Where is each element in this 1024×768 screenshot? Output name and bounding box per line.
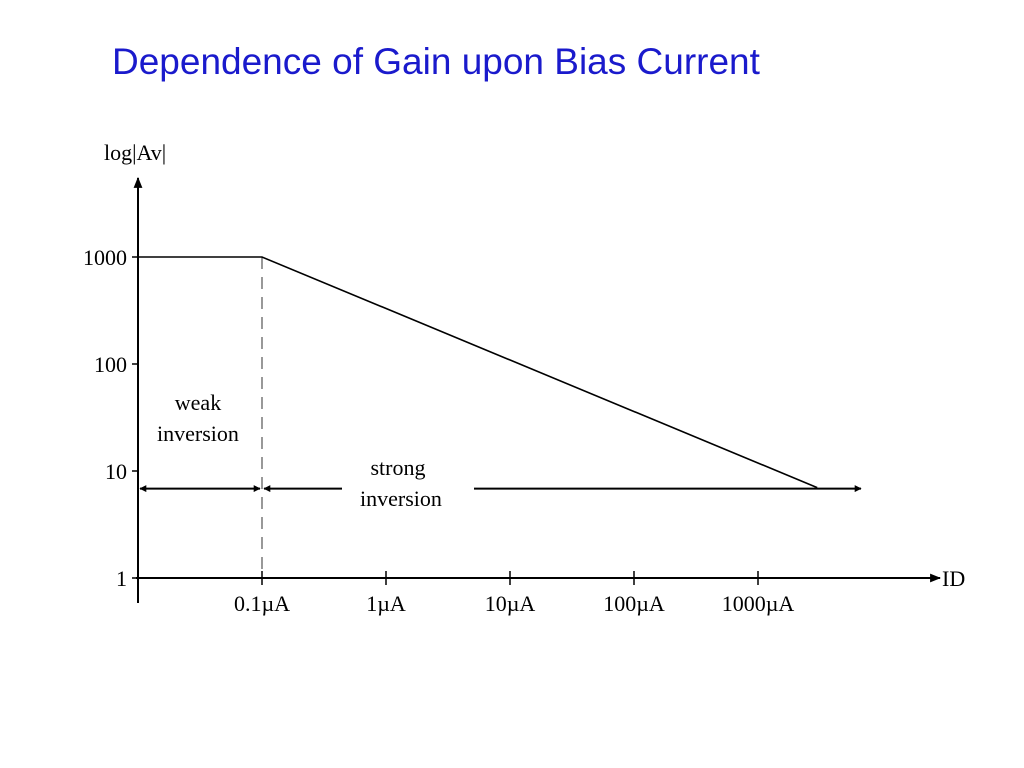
x-tick-label: 10µA: [485, 591, 536, 616]
x-tick-label: 100µA: [603, 591, 665, 616]
x-tick-label: 1µA: [366, 591, 406, 616]
y-axis-label: log|Av|: [104, 140, 166, 165]
strong-region-label-line2: inversion: [360, 486, 442, 511]
slide-title: Dependence of Gain upon Bias Current: [112, 41, 760, 82]
gain-curve: [138, 256, 818, 489]
y-tick-label: 1: [116, 566, 127, 591]
x-tick-label: 0.1µA: [234, 591, 290, 616]
x-tick-label: 1000µA: [722, 591, 795, 616]
x-axis-label: ID: [942, 566, 965, 591]
y-tick-label: 100: [94, 352, 127, 377]
y-tick-label: 1000: [83, 245, 127, 270]
weak-region-label-line1: weak: [175, 390, 221, 415]
y-tick-label: 10: [105, 459, 127, 484]
strong-region-label-line1: strong: [371, 455, 426, 480]
weak-region-label-line2: inversion: [157, 421, 239, 446]
